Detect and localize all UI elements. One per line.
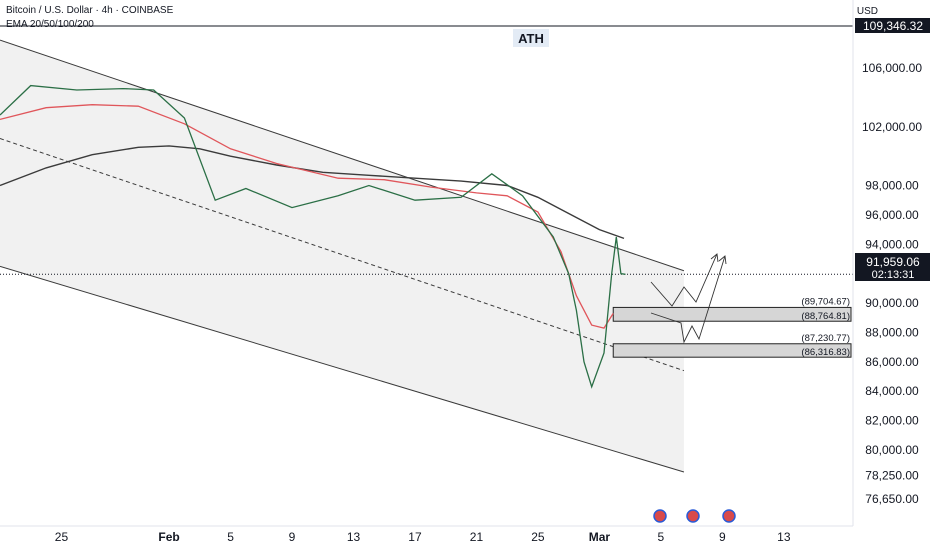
projection-arrowhead-2: [718, 255, 727, 265]
time-tick-label: 21: [470, 530, 484, 544]
price-tick-label: 84,000.00: [865, 384, 919, 398]
ath-label: ATH: [518, 31, 544, 46]
price-tick-label: 90,000.00: [865, 296, 919, 310]
price-tick-label: 80,000.00: [865, 443, 919, 457]
us-flag-icon[interactable]: [686, 509, 700, 523]
time-tick-label: 5: [227, 530, 234, 544]
price-tick-label: 98,000.00: [865, 179, 919, 193]
us-flag-icon[interactable]: [653, 509, 667, 523]
channel-upper-line: [0, 39, 685, 272]
price-tick-label: 78,250.00: [865, 469, 919, 483]
time-tick-label: 13: [777, 530, 791, 544]
descending-channel-fill: [0, 40, 684, 473]
ema-50-line: [0, 104, 614, 329]
zone-top-label: (87,230.77): [801, 333, 850, 344]
projection-arrowhead-1: [710, 253, 719, 263]
us-flag-icon[interactable]: [722, 509, 736, 523]
time-tick-label: 17: [408, 530, 422, 544]
channel-lower-line: [0, 265, 685, 473]
price-tick-label: 76,650.00: [865, 492, 919, 506]
price-line: [0, 84, 626, 389]
support-zones: (89,704.67) (88,764.81) (87,230.77) (86,316…: [612, 296, 852, 358]
current-price-tag: [855, 253, 930, 281]
support-zone: [612, 343, 852, 358]
current-price-label: 91,959.06: [866, 255, 920, 269]
time-tick-label: Feb: [158, 530, 179, 544]
time-tick-label: 13: [347, 530, 361, 544]
zone-top-label: (89,704.67): [801, 296, 850, 307]
currency-label: USD: [856, 6, 878, 17]
price-tick-label: 86,000.00: [865, 355, 919, 369]
time-tick-label: 9: [719, 530, 726, 544]
price-tick-label: 82,000.00: [865, 414, 919, 428]
projection-path-1: [650, 253, 718, 307]
ath-price-tag: [855, 18, 930, 33]
time-tick-label: 9: [289, 530, 296, 544]
channel-mid-line: [0, 138, 685, 372]
time-tick-label: 25: [531, 530, 545, 544]
price-tick-label: 102,000.00: [862, 120, 922, 134]
time-tick-label: 25: [55, 530, 69, 544]
projection-path-2: [650, 255, 726, 344]
time-tick-label: 5: [658, 530, 665, 544]
ema-200-line: [0, 145, 625, 240]
price-tick-label: 106,000.00: [862, 61, 922, 75]
price-axis[interactable]: 106,000.00 102,000.00 98,000.00 96,000.00 94…: [862, 61, 922, 506]
chart-title: Bitcoin / U.S. Dollar · 4h · COINBASE: [6, 5, 174, 16]
zone-bottom-label: (88,764.81): [801, 311, 850, 322]
zone-bottom-label: (86,316.83): [801, 347, 850, 358]
indicator-legend[interactable]: EMA 20/50/100/200: [6, 19, 94, 30]
ath-price-label: 109,346.32: [863, 19, 923, 33]
time-axis[interactable]: 25 Feb 5 9 13 17 21 25 Mar 5 9 13: [55, 530, 791, 544]
time-tick-label: Mar: [589, 530, 611, 544]
price-tick-label: 94,000.00: [865, 237, 919, 251]
countdown-label: 02:13:31: [872, 269, 915, 281]
ath-label-bg: [513, 29, 549, 47]
economic-event-icons: [653, 509, 736, 523]
price-tick-label: 96,000.00: [865, 208, 919, 222]
price-tick-label: 88,000.00: [865, 325, 919, 339]
